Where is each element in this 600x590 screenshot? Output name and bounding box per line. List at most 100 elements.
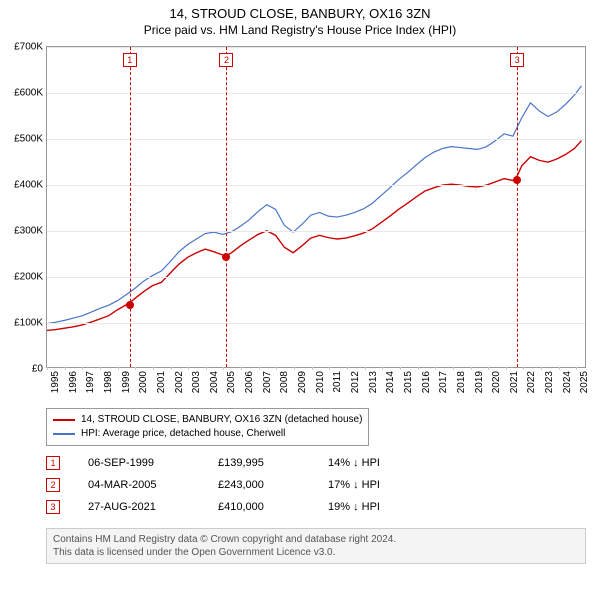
event-row: 3 27-AUG-2021£410,00019% ↓ HPI [46, 496, 418, 518]
x-tick [329, 367, 330, 370]
x-axis-label: 2015 [403, 371, 414, 393]
event-row-price: £243,000 [218, 479, 328, 491]
grid-line [47, 139, 585, 140]
x-axis-label: 2009 [297, 371, 308, 393]
x-tick [576, 367, 577, 370]
x-axis-label: 2022 [526, 371, 537, 393]
event-row-date: 06-SEP-1999 [88, 457, 218, 469]
line-series-svg [47, 47, 585, 367]
x-tick [223, 367, 224, 370]
grid-line [47, 277, 585, 278]
legend: 14, STROUD CLOSE, BANBURY, OX16 3ZN (det… [46, 408, 369, 446]
x-tick [347, 367, 348, 370]
x-tick [82, 367, 83, 370]
x-axis-label: 2020 [491, 371, 502, 393]
event-row-delta: 14% ↓ HPI [328, 457, 418, 469]
x-axis-label: 1997 [85, 371, 96, 393]
x-axis-label: 2016 [421, 371, 432, 393]
x-axis-label: 1996 [68, 371, 79, 393]
legend-swatch [53, 433, 75, 435]
x-tick [100, 367, 101, 370]
x-axis-label: 2024 [562, 371, 573, 393]
x-axis-label: 2004 [209, 371, 220, 393]
x-axis-label: 2012 [350, 371, 361, 393]
event-row-delta: 19% ↓ HPI [328, 501, 418, 513]
legend-label: HPI: Average price, detached house, Cher… [81, 427, 285, 441]
event-marker-1: 1 [123, 53, 137, 67]
x-tick [523, 367, 524, 370]
x-axis-label: 2011 [332, 371, 343, 393]
x-tick [206, 367, 207, 370]
y-axis-label: £500K [14, 134, 43, 145]
footer-line-1: Contains HM Land Registry data © Crown c… [53, 533, 579, 546]
event-marker-2: 2 [219, 53, 233, 67]
event-row-marker: 2 [46, 478, 60, 492]
grid-line [47, 47, 585, 48]
x-axis-label: 2019 [474, 371, 485, 393]
x-axis-label: 2002 [174, 371, 185, 393]
x-tick [559, 367, 560, 370]
x-tick [241, 367, 242, 370]
x-tick [47, 367, 48, 370]
events-table: 106-SEP-1999£139,99514% ↓ HPI204-MAR-200… [46, 452, 418, 518]
x-axis-label: 1995 [50, 371, 61, 393]
x-tick [471, 367, 472, 370]
grid-line [47, 93, 585, 94]
event-row-delta: 17% ↓ HPI [328, 479, 418, 491]
x-tick [259, 367, 260, 370]
x-axis-label: 2003 [191, 371, 202, 393]
chart-subtitle: Price paid vs. HM Land Registry's House … [0, 21, 600, 41]
event-vline [517, 47, 518, 367]
grid-line [47, 185, 585, 186]
x-tick [541, 367, 542, 370]
event-row-date: 27-AUG-2021 [88, 501, 218, 513]
footer-line-2: This data is licensed under the Open Gov… [53, 546, 579, 559]
series-hpi [47, 86, 581, 324]
x-axis-label: 2017 [438, 371, 449, 393]
y-axis-label: £300K [14, 226, 43, 237]
x-axis-label: 2021 [509, 371, 520, 393]
event-dot-2 [222, 253, 230, 261]
y-axis-label: £0 [32, 364, 43, 375]
y-axis-label: £400K [14, 180, 43, 191]
plot-area: £0£100K£200K£300K£400K£500K£600K£700K199… [46, 46, 586, 368]
x-axis-label: 2013 [368, 371, 379, 393]
x-tick [294, 367, 295, 370]
event-dot-3 [513, 176, 521, 184]
event-row-price: £410,000 [218, 501, 328, 513]
y-axis-label: £100K [14, 318, 43, 329]
x-tick [171, 367, 172, 370]
event-row: 2 04-MAR-2005£243,00017% ↓ HPI [46, 474, 418, 496]
x-tick [188, 367, 189, 370]
x-axis-label: 2008 [279, 371, 290, 393]
x-axis-label: 2007 [262, 371, 273, 393]
event-marker-3: 3 [510, 53, 524, 67]
footer-attribution: Contains HM Land Registry data © Crown c… [46, 528, 586, 564]
x-tick [65, 367, 66, 370]
x-tick [276, 367, 277, 370]
chart-title: 14, STROUD CLOSE, BANBURY, OX16 3ZN [0, 0, 600, 21]
x-tick [435, 367, 436, 370]
event-row-date: 04-MAR-2005 [88, 479, 218, 491]
x-tick [400, 367, 401, 370]
y-axis-label: £700K [14, 42, 43, 53]
x-axis-label: 1998 [103, 371, 114, 393]
x-axis-label: 2023 [544, 371, 555, 393]
x-tick [382, 367, 383, 370]
x-axis-label: 2001 [156, 371, 167, 393]
event-vline [226, 47, 227, 367]
chart-container: 14, STROUD CLOSE, BANBURY, OX16 3ZN Pric… [0, 0, 600, 590]
x-axis-label: 2018 [456, 371, 467, 393]
x-tick [506, 367, 507, 370]
grid-line [47, 323, 585, 324]
event-row-price: £139,995 [218, 457, 328, 469]
x-tick [488, 367, 489, 370]
legend-item: HPI: Average price, detached house, Cher… [53, 427, 362, 441]
event-row-marker: 3 [46, 500, 60, 514]
legend-item: 14, STROUD CLOSE, BANBURY, OX16 3ZN (det… [53, 413, 362, 427]
x-axis-label: 2014 [385, 371, 396, 393]
x-tick [153, 367, 154, 370]
x-axis-label: 2005 [226, 371, 237, 393]
x-tick [135, 367, 136, 370]
x-axis-label: 2025 [579, 371, 590, 393]
